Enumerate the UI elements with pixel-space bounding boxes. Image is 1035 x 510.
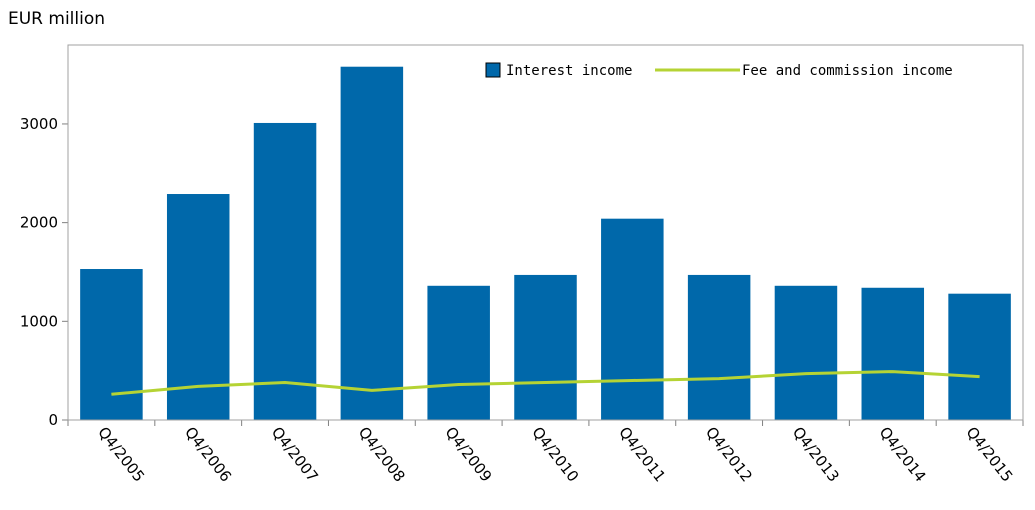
bar-interest-income	[80, 269, 143, 420]
x-tick-label: Q4/2009	[442, 423, 496, 485]
y-tick-label: 3000	[20, 115, 58, 133]
bar-interest-income	[687, 274, 751, 420]
bars	[80, 66, 1011, 421]
unit-label: EUR million	[8, 9, 105, 29]
x-tick-label: Q4/2005	[94, 423, 148, 485]
x-tick-label: Q4/2015	[962, 423, 1016, 485]
legend: Interest income Fee and commission incom…	[485, 62, 953, 79]
bar-interest-income	[514, 274, 577, 420]
x-tick-label: Q4/2007	[268, 423, 322, 485]
bar-interest-income	[253, 122, 317, 421]
x-tick-label: Q4/2013	[789, 423, 843, 485]
x-tick-label: Q4/2014	[876, 423, 930, 485]
x-tick-label: Q4/2012	[702, 423, 756, 485]
bar-interest-income	[166, 194, 230, 420]
x-tick-label: Q4/2010	[528, 423, 582, 485]
bar-interest-income	[427, 285, 490, 420]
bar-interest-income	[861, 287, 925, 420]
y-tick-label: 2000	[20, 214, 58, 232]
legend-label-fee-income: Fee and commission income	[742, 63, 953, 79]
y-tick-label: 0	[48, 411, 58, 429]
bar-interest-income	[601, 218, 664, 420]
y-tick-label: 1000	[20, 312, 58, 330]
y-axis: 0 1000 2000 3000	[20, 115, 68, 429]
line-series	[111, 370, 980, 396]
bar-interest-income	[774, 285, 838, 420]
x-tick-label: Q4/2006	[181, 423, 235, 485]
bar-interest-income	[340, 66, 404, 421]
x-tick-label: Q4/2008	[355, 423, 409, 485]
x-tick-label: Q4/2011	[615, 423, 669, 485]
legend-swatch-interest-income	[485, 62, 501, 78]
bar-interest-income	[948, 293, 1011, 420]
plot-frame	[67, 44, 1024, 421]
x-axis: Q4/2005 Q4/2006 Q4/2007 Q4/2008 Q4/2009 Q4/20…	[67, 420, 1024, 485]
legend-label-interest-income: Interest income	[506, 63, 632, 79]
